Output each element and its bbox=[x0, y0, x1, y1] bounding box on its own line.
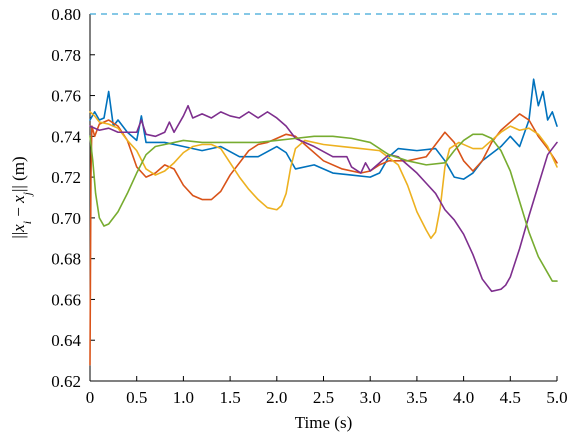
y-tick-label: 0.72 bbox=[51, 168, 81, 187]
x-tick-label: 3.0 bbox=[360, 388, 381, 407]
series-line-4 bbox=[89, 104, 558, 293]
x-tick-label: 1.5 bbox=[219, 388, 240, 407]
x-tick-label: 5.0 bbox=[546, 388, 567, 407]
series-line-5 bbox=[89, 133, 558, 282]
y-tick-label: 0.66 bbox=[51, 290, 81, 309]
x-tick-label: 1.0 bbox=[173, 388, 194, 407]
y-axis-title: ||xi − xj|| (m) bbox=[9, 156, 34, 238]
series-line-2 bbox=[89, 113, 558, 366]
y-tick-label: 0.80 bbox=[51, 5, 81, 24]
y-tick-label: 0.68 bbox=[51, 250, 81, 269]
x-tick-label: 2.5 bbox=[313, 388, 334, 407]
y-tick-label: 0.62 bbox=[51, 372, 81, 391]
series-line-1 bbox=[89, 78, 558, 180]
y-tick-label: 0.76 bbox=[51, 87, 81, 106]
x-axis-title: Time (s) bbox=[295, 413, 352, 432]
y-tick-label: 0.70 bbox=[51, 209, 81, 228]
series-line-3 bbox=[89, 111, 558, 240]
x-tick-label: 0 bbox=[86, 388, 95, 407]
x-tick-label: 4.5 bbox=[500, 388, 521, 407]
x-tick-label: 4.0 bbox=[453, 388, 474, 407]
y-tick-label: 0.64 bbox=[51, 331, 81, 350]
x-tick-label: 3.5 bbox=[406, 388, 427, 407]
x-tick-label: 2.0 bbox=[266, 388, 287, 407]
y-tick-label: 0.78 bbox=[51, 46, 81, 65]
y-tick-label: 0.74 bbox=[51, 127, 81, 146]
x-tick-label: 0.5 bbox=[126, 388, 147, 407]
